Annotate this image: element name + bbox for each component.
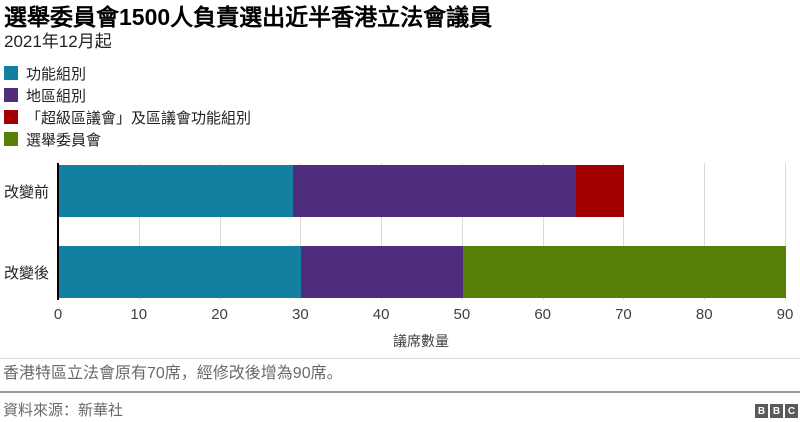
gridline-20 (219, 163, 221, 300)
logo-letter-box: C (785, 404, 798, 418)
x-tick-20: 20 (211, 306, 228, 323)
category-label-改變前: 改變前 (4, 183, 50, 201)
gridline-70 (623, 163, 625, 300)
bar-改變後 (59, 246, 786, 298)
x-tick-50: 50 (453, 306, 471, 323)
chart-title: 選舉委員會1500人負責選出近半香港立法會議員 (4, 4, 493, 30)
bar-segment-功能組別 (59, 246, 302, 298)
legend-swatch-icon (4, 110, 18, 124)
footnote-divider (0, 358, 800, 359)
legend-label: 「超級區議會」及區議會功能組別 (26, 109, 252, 127)
footnote: 香港特區立法會原有70席，經修改後增為90席。 (3, 365, 343, 382)
x-tick-90: 90 (776, 306, 794, 323)
x-tick-30: 30 (291, 306, 309, 323)
gridline-40 (381, 163, 383, 300)
legend-swatch-icon (4, 88, 18, 102)
bar-segment-功能組別 (59, 165, 294, 217)
source-divider (0, 391, 800, 393)
chart-subtitle: 2021年12月起 (4, 32, 112, 51)
bar-segment-選舉委員會 (462, 246, 786, 298)
legend-swatch-icon (4, 132, 18, 146)
legend-label: 功能組別 (26, 65, 87, 83)
gridline-30 (300, 163, 302, 300)
legend-item: 「超級區議會」及區議會功能組別 (4, 106, 251, 128)
y-axis-line (57, 163, 59, 300)
x-axis-label: 議席數量 (393, 333, 449, 349)
bar-segment-地區組別 (293, 165, 576, 217)
legend-label: 選舉委員會 (26, 131, 102, 149)
legend: 功能組別地區組別「超級區議會」及區議會功能組別 選舉委員會 (4, 62, 251, 150)
logo-letter-box: B (755, 404, 768, 418)
source-text: 資料來源：新華社 (3, 402, 124, 419)
bar-segment-「超級區議會」及區議會功能組別 (575, 165, 625, 217)
x-tick-10: 10 (130, 306, 148, 323)
logo-letter-box: B (770, 404, 783, 418)
gridline-90 (785, 163, 786, 300)
x-tick-70: 70 (615, 306, 632, 323)
bar-segment-地區組別 (301, 246, 463, 298)
gridline-80 (704, 163, 706, 300)
gridline-50 (461, 163, 463, 300)
legend-item: 地區組別 (4, 84, 251, 106)
gridline-60 (542, 163, 544, 300)
x-tick-0: 0 (53, 306, 63, 323)
legend-item: 選舉委員會 (4, 128, 251, 150)
bar-改變前 (59, 165, 625, 217)
legend-label: 地區組別 (26, 87, 87, 105)
x-tick-80: 80 (695, 306, 713, 323)
x-tick-40: 40 (372, 306, 390, 323)
legend-swatch-icon (4, 66, 18, 80)
category-label-改變後: 改變後 (4, 264, 50, 282)
x-tick-60: 60 (534, 306, 551, 323)
gridline-10 (138, 163, 140, 300)
legend-item: 功能組別 (4, 62, 251, 84)
plot-area: 議席數量 改變前改變後 0 10 20 30 40 50 60 70 80 90 (0, 160, 800, 350)
